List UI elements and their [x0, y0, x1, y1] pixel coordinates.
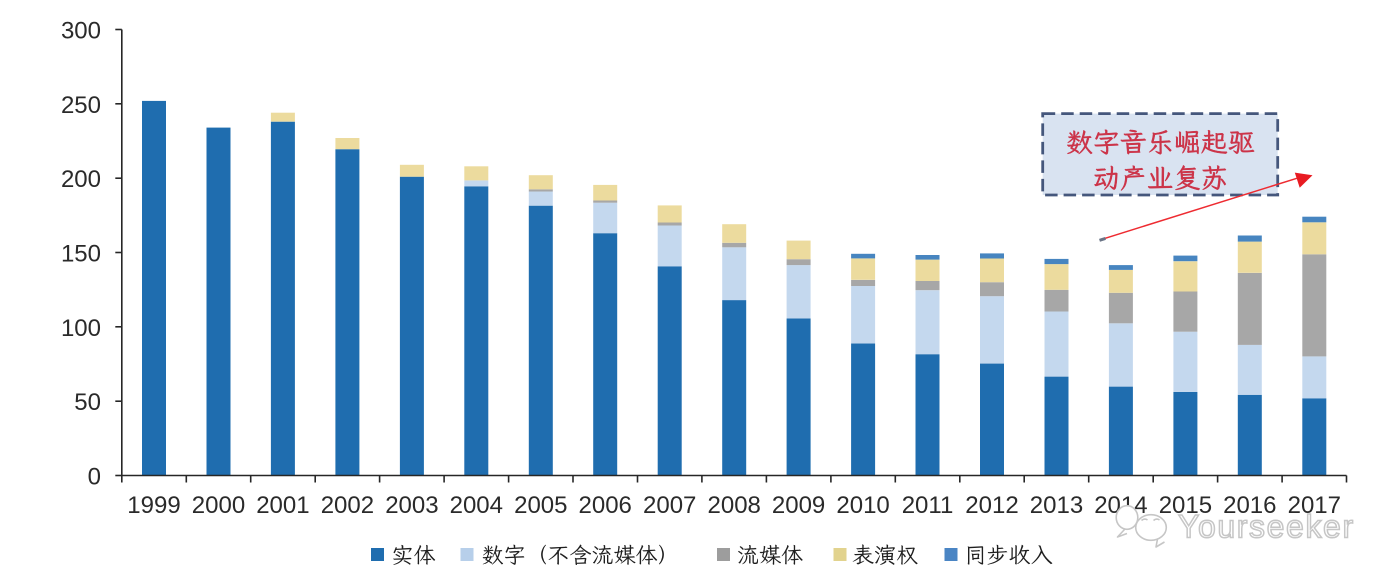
svg-text:250: 250 [61, 92, 101, 119]
svg-text:2016: 2016 [1223, 492, 1276, 519]
svg-text:2009: 2009 [772, 492, 825, 519]
svg-text:150: 150 [61, 241, 101, 268]
svg-text:2006: 2006 [579, 492, 632, 519]
svg-text:2012: 2012 [965, 492, 1018, 519]
svg-text:200: 200 [61, 166, 101, 193]
svg-text:2007: 2007 [643, 492, 696, 519]
svg-text:2013: 2013 [1030, 492, 1083, 519]
svg-text:Yourseeker: Yourseeker [1178, 509, 1355, 545]
svg-text:1999: 1999 [127, 492, 180, 519]
svg-text:2008: 2008 [708, 492, 761, 519]
svg-text:2011: 2011 [902, 492, 954, 519]
svg-text:2000: 2000 [192, 492, 245, 519]
svg-text:2004: 2004 [450, 492, 503, 519]
svg-text:2017: 2017 [1288, 492, 1341, 519]
svg-text:2005: 2005 [514, 492, 567, 519]
svg-text:2003: 2003 [385, 492, 438, 519]
svg-text:50: 50 [74, 389, 101, 416]
svg-text:2015: 2015 [1159, 492, 1212, 519]
svg-text:100: 100 [61, 315, 101, 342]
svg-text:300: 300 [61, 18, 101, 45]
svg-text:2010: 2010 [836, 492, 889, 519]
svg-text:2001: 2001 [256, 492, 309, 519]
svg-text:2002: 2002 [321, 492, 374, 519]
svg-text:0: 0 [88, 464, 101, 491]
